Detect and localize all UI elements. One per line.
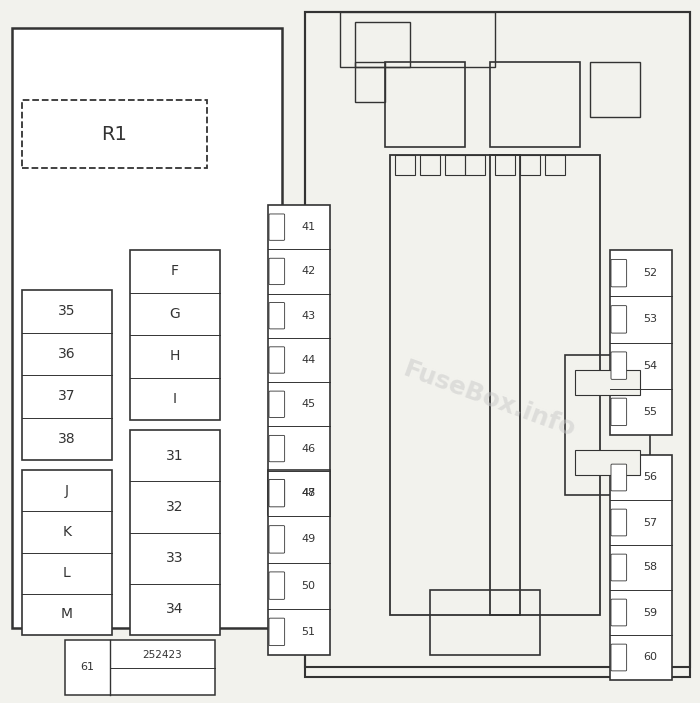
Text: 31: 31 (166, 449, 184, 463)
Bar (565, 355, 650, 495)
Bar (355, 62, 385, 102)
Bar (22, 100, 207, 168)
Text: 56: 56 (643, 472, 657, 482)
FancyBboxPatch shape (611, 464, 626, 491)
Text: J: J (65, 484, 69, 498)
FancyBboxPatch shape (611, 306, 626, 333)
Bar (445, 155, 465, 175)
Bar (340, 12, 495, 67)
Bar (465, 155, 485, 175)
FancyBboxPatch shape (611, 644, 626, 671)
Bar (495, 155, 515, 175)
Text: 38: 38 (58, 432, 76, 446)
FancyBboxPatch shape (611, 352, 626, 380)
Text: 44: 44 (301, 355, 316, 365)
Text: 37: 37 (58, 389, 76, 404)
Text: 51: 51 (301, 627, 315, 637)
Text: 48: 48 (301, 488, 316, 498)
Text: 50: 50 (301, 581, 315, 591)
Bar (490, 62, 580, 147)
Text: 60: 60 (643, 652, 657, 662)
FancyBboxPatch shape (269, 479, 285, 506)
Bar (12, 28, 282, 628)
Text: 46: 46 (301, 444, 316, 453)
Text: L: L (63, 566, 71, 580)
Bar (610, 250, 672, 435)
Text: 41: 41 (301, 222, 316, 232)
Bar (65, 640, 215, 695)
Bar (268, 470, 330, 655)
Text: 45: 45 (301, 399, 316, 409)
Bar (610, 455, 672, 680)
FancyBboxPatch shape (269, 435, 285, 462)
Text: K: K (62, 525, 71, 539)
FancyBboxPatch shape (611, 259, 626, 287)
FancyBboxPatch shape (269, 526, 285, 553)
Bar (390, 155, 520, 615)
Text: FuseBox.info: FuseBox.info (400, 358, 580, 442)
Bar (545, 155, 565, 175)
FancyBboxPatch shape (269, 347, 285, 373)
Text: 55: 55 (643, 407, 657, 417)
Text: 36: 36 (58, 347, 76, 361)
Text: 52: 52 (643, 268, 657, 278)
Bar (130, 430, 220, 635)
Text: 59: 59 (643, 607, 657, 617)
FancyBboxPatch shape (611, 599, 626, 626)
Bar (520, 155, 540, 175)
Text: 61: 61 (80, 662, 94, 673)
Bar (395, 155, 415, 175)
Bar (590, 62, 640, 117)
Bar (420, 155, 440, 175)
Text: G: G (169, 307, 181, 321)
FancyBboxPatch shape (611, 554, 626, 581)
Bar (22, 290, 112, 460)
FancyBboxPatch shape (269, 618, 285, 645)
Bar (490, 155, 600, 615)
Bar (355, 22, 410, 67)
Bar (268, 205, 330, 515)
Text: 43: 43 (301, 311, 316, 321)
Bar (22, 470, 112, 635)
Text: 58: 58 (643, 562, 657, 572)
FancyBboxPatch shape (269, 391, 285, 418)
Text: 49: 49 (301, 534, 316, 544)
Bar (575, 370, 640, 395)
FancyBboxPatch shape (611, 509, 626, 536)
Bar (575, 450, 640, 475)
Text: 54: 54 (643, 361, 657, 370)
Text: 57: 57 (643, 517, 657, 527)
FancyBboxPatch shape (269, 302, 285, 329)
Text: M: M (61, 607, 73, 621)
Text: 53: 53 (643, 314, 657, 324)
Bar (305, 12, 690, 667)
FancyBboxPatch shape (269, 572, 285, 600)
FancyBboxPatch shape (269, 479, 285, 507)
FancyBboxPatch shape (611, 398, 626, 425)
FancyBboxPatch shape (269, 258, 285, 285)
FancyBboxPatch shape (269, 214, 285, 240)
Bar (385, 62, 465, 147)
Text: F: F (171, 264, 179, 278)
Bar (305, 12, 690, 677)
Text: R1: R1 (102, 124, 127, 143)
Text: H: H (170, 349, 180, 363)
Bar (130, 250, 220, 420)
Text: 33: 33 (167, 551, 183, 565)
Text: 252423: 252423 (143, 650, 183, 660)
Text: 47: 47 (301, 488, 316, 498)
Text: 35: 35 (58, 304, 76, 318)
Text: 42: 42 (301, 266, 316, 276)
Text: I: I (173, 392, 177, 406)
Text: 32: 32 (167, 500, 183, 514)
Text: 34: 34 (167, 602, 183, 617)
Bar (430, 590, 540, 655)
